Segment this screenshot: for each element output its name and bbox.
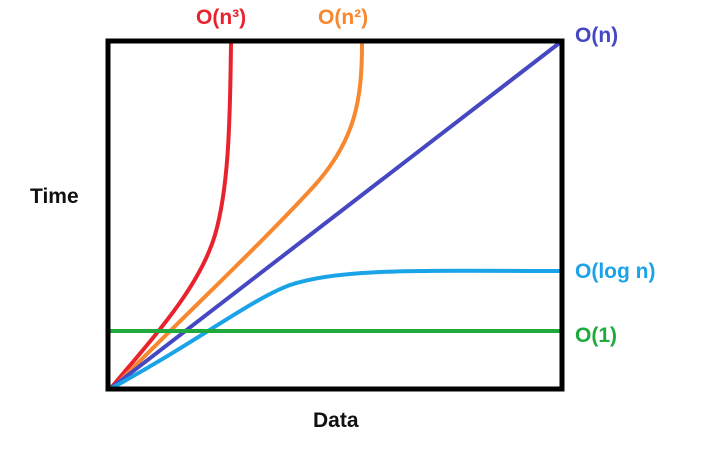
series-line-linear bbox=[108, 39, 564, 391]
series-label-log: O(log n) bbox=[575, 260, 656, 283]
series-label-constant: O(1) bbox=[575, 324, 617, 347]
series-line-quadratic bbox=[110, 42, 364, 391]
series-label-quadratic: O(n²) bbox=[318, 6, 369, 29]
series-line-log bbox=[108, 268, 564, 391]
series-label-linear: O(n) bbox=[575, 24, 619, 47]
plot-frame bbox=[105, 38, 565, 392]
y-axis-label: Time bbox=[30, 185, 79, 208]
series-label-cubic: O(n³) bbox=[196, 6, 247, 29]
series-line-cubic bbox=[108, 42, 233, 391]
curves-group bbox=[106, 39, 564, 391]
x-axis-label: Data bbox=[313, 409, 359, 432]
